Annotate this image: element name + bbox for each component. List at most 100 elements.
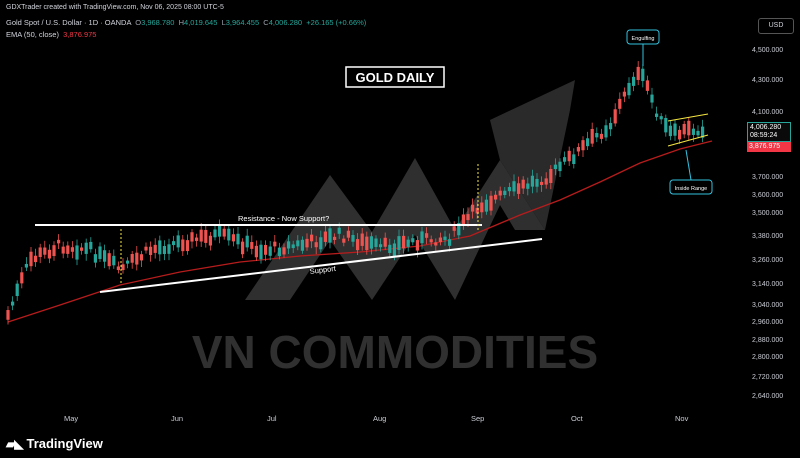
candle-body bbox=[595, 133, 599, 138]
candle-body bbox=[112, 255, 116, 266]
candle-body bbox=[310, 234, 314, 242]
candle-body bbox=[305, 238, 309, 248]
price-tick: 2,640.000 bbox=[752, 393, 784, 400]
candle-body bbox=[241, 241, 245, 255]
candle-body bbox=[360, 233, 364, 246]
candle-body bbox=[590, 128, 594, 144]
support-line bbox=[99, 238, 543, 293]
candle-body bbox=[236, 233, 240, 245]
candle-body bbox=[70, 247, 74, 252]
candle-body bbox=[438, 237, 442, 242]
candle-body bbox=[176, 235, 180, 248]
candle-body bbox=[369, 236, 373, 249]
candle-body bbox=[47, 249, 51, 259]
high-value: 4,019.645 bbox=[184, 18, 218, 27]
candle-body bbox=[259, 244, 263, 260]
candle-body bbox=[323, 231, 327, 242]
candle-body bbox=[613, 109, 617, 124]
candle-body bbox=[190, 232, 194, 242]
candle-body bbox=[420, 231, 424, 244]
symbol-name: Gold Spot / U.S. Dollar · 1D · OANDA bbox=[6, 18, 132, 27]
candle-body bbox=[609, 122, 613, 130]
candle-body bbox=[530, 175, 534, 187]
candle-body bbox=[181, 239, 185, 252]
price-tick: 3,140.000 bbox=[752, 281, 784, 288]
candle-body bbox=[461, 214, 465, 226]
currency-button[interactable]: USD bbox=[758, 18, 794, 34]
candle-body bbox=[231, 234, 235, 242]
candle-body bbox=[162, 246, 166, 255]
candle-body bbox=[489, 195, 493, 211]
candlesticks bbox=[6, 61, 705, 325]
candle-body bbox=[650, 94, 654, 103]
price-tick: 3,260.000 bbox=[752, 257, 784, 264]
candle-body bbox=[130, 253, 134, 263]
ema-label: EMA (50, close) bbox=[6, 30, 59, 39]
support-label: Support bbox=[309, 264, 337, 276]
candle-body bbox=[61, 246, 65, 254]
price-tick: 3,600.000 bbox=[752, 192, 784, 199]
candle-body bbox=[15, 283, 19, 297]
candle-body bbox=[673, 123, 677, 136]
candle-body bbox=[535, 178, 539, 187]
candle-body bbox=[664, 117, 668, 133]
candle-body bbox=[218, 224, 222, 237]
candle-body bbox=[599, 133, 603, 139]
candle-body bbox=[475, 207, 479, 214]
candle-body bbox=[107, 253, 111, 267]
candle-body bbox=[452, 226, 456, 231]
candle-body bbox=[484, 199, 488, 212]
close-value: 4,006.280 bbox=[268, 18, 303, 27]
price-tick: 3,380.000 bbox=[752, 233, 784, 240]
candle-body bbox=[356, 239, 360, 251]
candle-body bbox=[126, 260, 130, 264]
candle-body bbox=[425, 233, 429, 238]
candle-body bbox=[641, 68, 645, 82]
candle-body bbox=[622, 91, 626, 97]
candle-body bbox=[659, 116, 663, 120]
triangle-bottom bbox=[667, 134, 709, 147]
bar-countdown: 08:59:24 bbox=[750, 132, 778, 139]
symbol-legend[interactable]: Gold Spot / U.S. Dollar · 1D · OANDA O3,… bbox=[6, 18, 366, 27]
candle-body bbox=[319, 237, 323, 250]
candle-body bbox=[337, 227, 341, 234]
candle-body bbox=[402, 235, 406, 249]
price-tick: 4,300.000 bbox=[752, 77, 784, 84]
candle-body bbox=[139, 254, 143, 261]
candle-body bbox=[636, 66, 640, 80]
candle-body bbox=[121, 264, 125, 271]
candle-body bbox=[397, 236, 401, 250]
time-tick: May bbox=[64, 414, 79, 423]
candle-body bbox=[392, 243, 396, 257]
candle-body bbox=[618, 98, 622, 109]
candle-body bbox=[668, 125, 672, 137]
price-tick: 2,800.000 bbox=[752, 354, 784, 361]
candle-body bbox=[185, 240, 189, 252]
candle-body bbox=[503, 190, 507, 195]
ema-price-label: 3,876.975 bbox=[747, 142, 791, 152]
candle-body bbox=[576, 147, 580, 152]
candle-body bbox=[158, 240, 162, 255]
candle-body bbox=[342, 238, 346, 243]
candle-body bbox=[553, 164, 557, 170]
candle-body bbox=[687, 120, 691, 136]
candle-body bbox=[208, 235, 212, 246]
candle-body bbox=[494, 194, 498, 200]
open-value: 3,968.780 bbox=[141, 18, 175, 27]
candle-body bbox=[521, 179, 525, 189]
open-label: O bbox=[135, 18, 142, 27]
price-tick: 2,880.000 bbox=[752, 337, 784, 344]
watermark-logo bbox=[245, 80, 575, 300]
candle-body bbox=[572, 154, 576, 165]
candle-body bbox=[457, 223, 461, 236]
candle-body bbox=[632, 76, 636, 86]
candle-body bbox=[507, 187, 511, 192]
candle-body bbox=[471, 204, 475, 212]
candle-body bbox=[11, 301, 15, 306]
candle-body bbox=[250, 242, 254, 249]
candle-body bbox=[52, 245, 56, 257]
ema-legend[interactable]: EMA (50, close) 3,876.975 bbox=[6, 30, 96, 39]
candle-body bbox=[24, 263, 28, 268]
candle-body bbox=[116, 266, 120, 271]
